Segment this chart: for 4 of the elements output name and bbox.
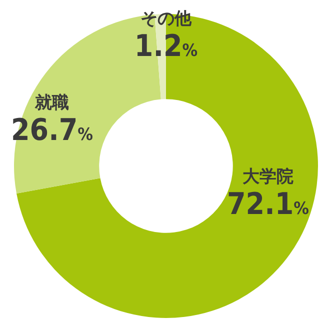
data-label: 72.1% [227,187,309,222]
slice-label: その他 [140,9,192,29]
slice-label: 就職 [34,93,69,113]
slice-label: 大学院 [242,167,294,187]
